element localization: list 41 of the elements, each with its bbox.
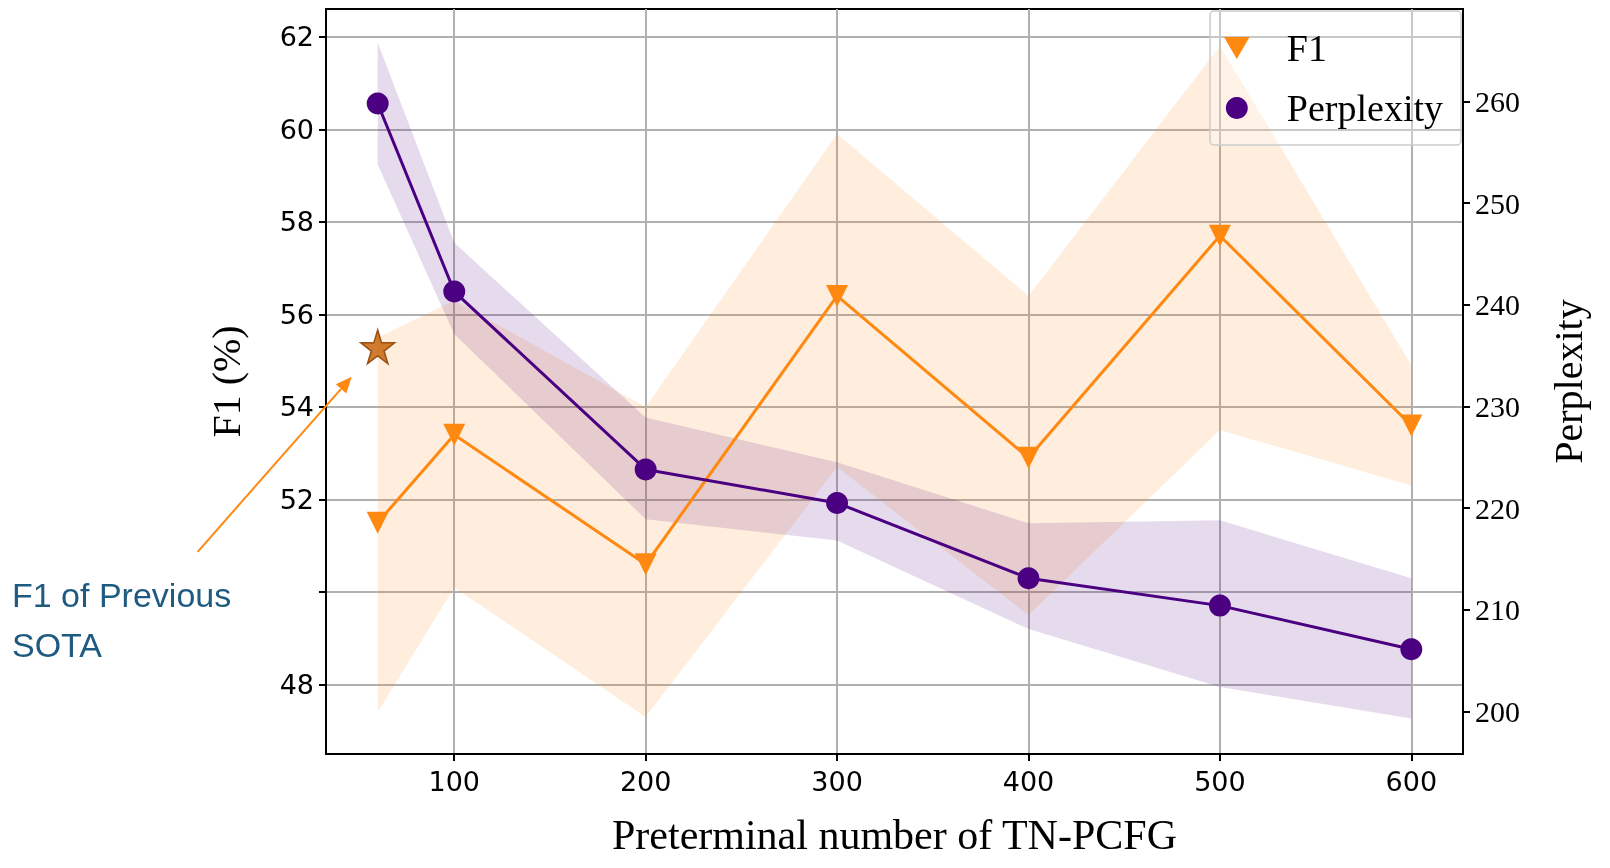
y-tick-label: 62 — [279, 21, 314, 53]
point — [1017, 446, 1040, 469]
point — [359, 329, 396, 365]
point — [1208, 224, 1231, 247]
x-axis-title: Preterminal number of TN-PCFG — [612, 812, 1177, 858]
x-tick-label: 400 — [1002, 766, 1055, 797]
point — [1400, 638, 1423, 661]
point — [366, 511, 389, 534]
y-axis-title: F1 (%) — [203, 325, 249, 438]
point — [826, 491, 849, 514]
point — [366, 92, 389, 115]
point — [634, 458, 657, 481]
x-tick-label: 300 — [811, 766, 863, 797]
y2-tick-label: 210 — [1475, 593, 1520, 627]
point — [826, 284, 849, 307]
text: F1 of Previous SOTA — [12, 575, 241, 664]
x-tick-label: 100 — [428, 766, 481, 797]
y-tick-label: 58 — [279, 206, 314, 238]
y-tick-label: 56 — [279, 298, 314, 330]
y2-tick-label: 220 — [1475, 491, 1520, 525]
legend-label: Perplexity — [1286, 87, 1444, 129]
point — [443, 423, 466, 446]
x-tick-label: 600 — [1385, 766, 1438, 797]
x-tick-label: 500 — [1194, 766, 1246, 797]
y-tick-label: 48 — [279, 669, 314, 701]
x-tick-label: 200 — [619, 766, 672, 797]
y2-axis-title: Perplexity — [1545, 299, 1591, 464]
legend-label: F1 — [1286, 27, 1327, 69]
point — [1400, 414, 1423, 437]
y2-tick-label: 250 — [1475, 186, 1520, 220]
point — [634, 553, 657, 576]
point — [443, 280, 466, 303]
y2-tick-label: 230 — [1475, 389, 1520, 423]
y2-tick-label: 260 — [1475, 84, 1520, 118]
y2-tick-label: 240 — [1475, 288, 1520, 322]
y2-tick-label: 200 — [1475, 694, 1520, 728]
y-tick-label: 54 — [279, 391, 314, 423]
y-tick-label: 52 — [279, 484, 314, 515]
point — [1017, 567, 1040, 590]
y-tick-label: 60 — [279, 113, 314, 145]
point — [1208, 594, 1231, 617]
